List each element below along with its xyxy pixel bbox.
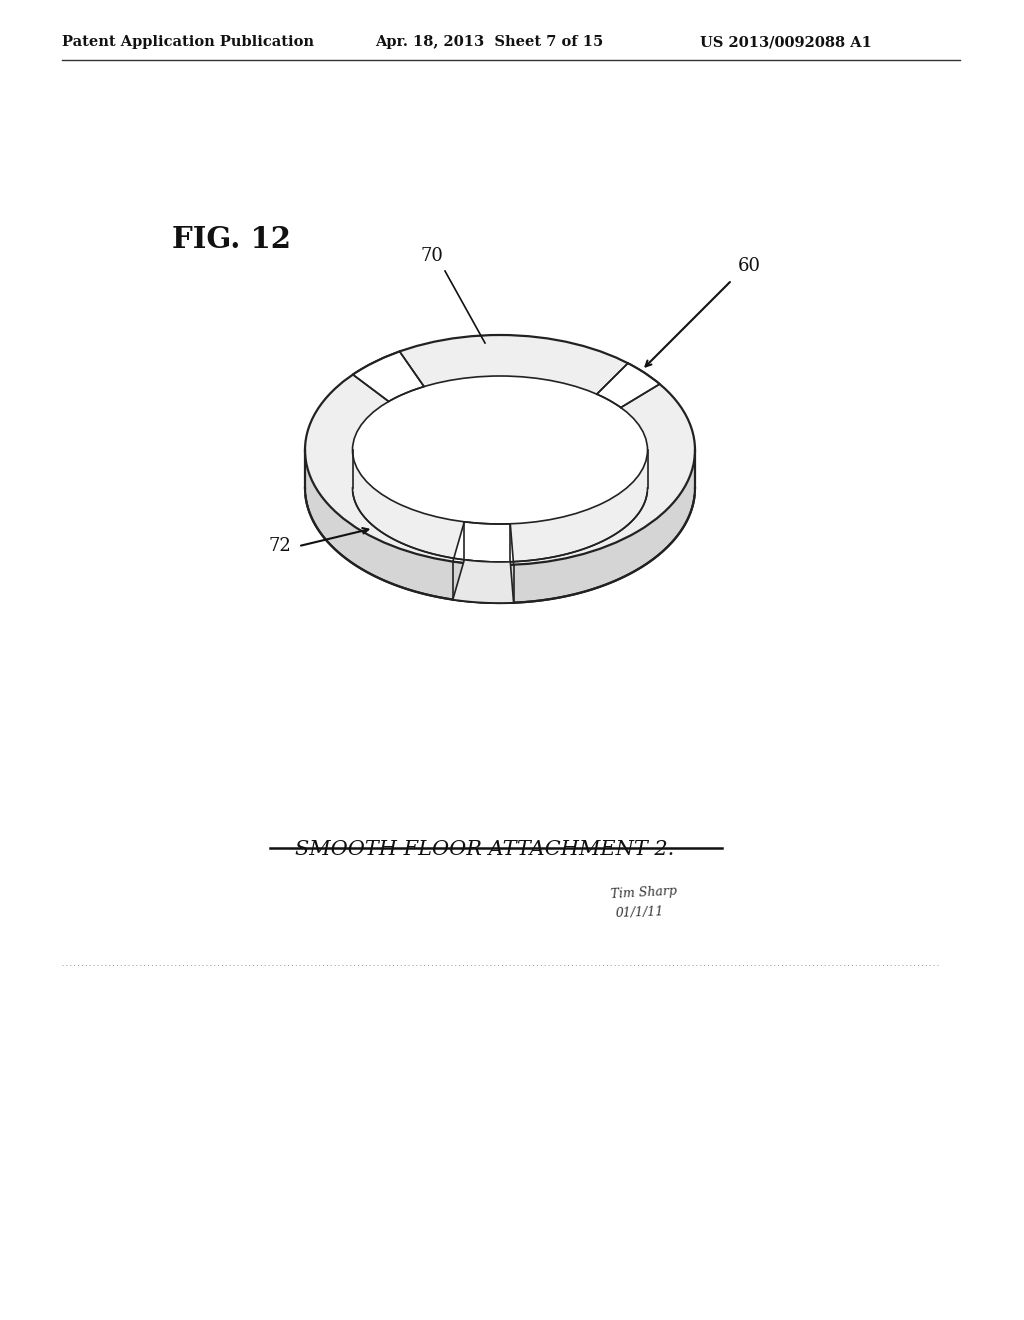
Text: FIG. 12: FIG. 12 — [172, 224, 291, 253]
Polygon shape — [352, 450, 647, 562]
Text: SMOOTH FLOOR ATTACHMENT 2.: SMOOTH FLOOR ATTACHMENT 2. — [295, 840, 674, 859]
Ellipse shape — [305, 335, 695, 565]
Text: Apr. 18, 2013  Sheet 7 of 15: Apr. 18, 2013 Sheet 7 of 15 — [375, 36, 603, 49]
Ellipse shape — [352, 376, 647, 524]
Text: 72: 72 — [268, 537, 291, 556]
Text: 60: 60 — [738, 257, 761, 275]
Polygon shape — [353, 351, 424, 401]
Text: 01/1/11: 01/1/11 — [615, 906, 664, 920]
Polygon shape — [453, 560, 514, 603]
Text: Patent Application Publication: Patent Application Publication — [62, 36, 314, 49]
Text: US 2013/0092088 A1: US 2013/0092088 A1 — [700, 36, 871, 49]
Text: Tim Sharp: Tim Sharp — [610, 884, 677, 902]
Polygon shape — [305, 450, 695, 603]
Polygon shape — [597, 363, 659, 408]
Text: 70: 70 — [420, 247, 443, 265]
Polygon shape — [453, 521, 514, 565]
